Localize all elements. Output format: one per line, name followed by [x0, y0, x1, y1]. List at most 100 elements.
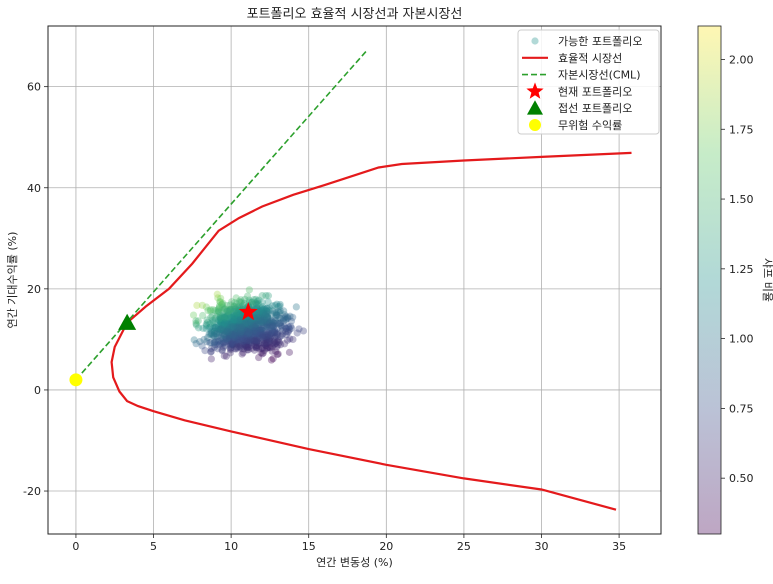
portfolio-point: [256, 325, 264, 333]
portfolio-point: [260, 332, 268, 340]
portfolio-point: [217, 320, 225, 329]
portfolio-point: [215, 308, 223, 316]
portfolio-point: [282, 324, 290, 332]
colorbar-tick-label: 0.75: [729, 402, 754, 415]
portfolio-point: [214, 306, 222, 314]
portfolio-point: [233, 325, 241, 333]
colorbar: 0.50 0.75 1.00 1.25 1.50 1.75 2.00 샤프 비율: [697, 25, 773, 535]
portfolio-point: [274, 337, 283, 345]
portfolio-point: [238, 326, 247, 334]
portfolio-point: [254, 314, 262, 322]
portfolio-point: [223, 312, 231, 320]
portfolio-point: [237, 298, 246, 306]
portfolio-point: [199, 324, 207, 332]
portfolio-point: [268, 326, 276, 334]
portfolio-point: [207, 348, 215, 356]
plot-frame: [47, 25, 662, 535]
portfolio-point: [232, 294, 240, 302]
portfolio-point: [233, 340, 241, 348]
portfolio-point: [244, 322, 252, 330]
portfolio-point: [226, 322, 234, 330]
portfolio-point: [233, 334, 241, 342]
portfolio-point: [230, 323, 238, 331]
portfolio-point: [236, 313, 245, 321]
portfolio-point: [284, 327, 293, 335]
portfolio-point: [249, 328, 257, 336]
portfolio-point: [218, 346, 226, 354]
portfolio-point: [254, 300, 262, 308]
portfolio-point: [241, 333, 250, 341]
portfolio-point: [262, 307, 270, 315]
portfolio-point: [238, 350, 246, 358]
y-tick-label: 20: [27, 283, 41, 296]
portfolio-point: [222, 352, 230, 360]
portfolio-point: [225, 332, 233, 340]
portfolio-point: [237, 332, 246, 341]
portfolio-point: [227, 313, 235, 322]
portfolio-point: [250, 346, 259, 354]
portfolio-point: [282, 330, 291, 339]
portfolio-point: [240, 323, 248, 332]
portfolio-point: [235, 306, 243, 314]
portfolio-point: [225, 322, 234, 331]
portfolio-point: [235, 310, 243, 319]
portfolio-point: [215, 326, 224, 334]
portfolio-point: [258, 332, 266, 340]
portfolio-point: [237, 327, 245, 335]
portfolio-point: [243, 333, 251, 341]
portfolio-point: [257, 318, 265, 326]
portfolio-point: [217, 313, 225, 321]
portfolio-point: [249, 300, 257, 308]
portfolio-point: [251, 326, 260, 334]
portfolio-point: [217, 319, 225, 327]
portfolio-point: [238, 321, 246, 329]
portfolio-point: [263, 313, 271, 321]
portfolio-point: [256, 329, 264, 337]
portfolio-point: [232, 324, 240, 332]
portfolio-point: [254, 308, 262, 316]
portfolio-point: [229, 340, 237, 349]
portfolio-point: [270, 328, 278, 337]
portfolio-point: [264, 313, 272, 321]
portfolio-point: [225, 328, 233, 336]
portfolio-point: [192, 319, 200, 328]
portfolio-point: [234, 323, 242, 332]
portfolio-point: [233, 319, 241, 327]
portfolio-point: [234, 335, 243, 343]
portfolio-point: [272, 348, 280, 356]
portfolio-point: [274, 311, 282, 319]
portfolio-point: [252, 329, 261, 337]
portfolio-point: [230, 322, 238, 330]
portfolio-point: [239, 337, 247, 345]
portfolio-point: [254, 317, 262, 325]
portfolio-point: [239, 323, 247, 331]
portfolio-point: [259, 305, 267, 313]
portfolio-point: [239, 323, 247, 332]
portfolio-point: [234, 320, 242, 329]
portfolio-point: [251, 334, 259, 342]
portfolio-point: [253, 297, 262, 305]
portfolio-point: [235, 328, 243, 337]
portfolio-point: [255, 326, 263, 334]
portfolio-point: [215, 305, 223, 313]
portfolio-point: [264, 321, 272, 329]
portfolio-point: [236, 298, 245, 307]
portfolio-point: [228, 329, 236, 337]
portfolio-point: [247, 338, 255, 346]
portfolio-point: [255, 334, 263, 342]
portfolio-point: [227, 329, 235, 337]
portfolio-point: [264, 314, 272, 323]
portfolio-point: [242, 342, 250, 350]
portfolio-point: [238, 330, 246, 338]
portfolio-point: [192, 340, 200, 348]
portfolio-point: [232, 325, 241, 333]
portfolio-point: [252, 321, 260, 329]
portfolio-point: [269, 317, 277, 325]
x-axis-ticks: 0 5 10 15 20 25 30 35: [72, 534, 626, 553]
portfolio-point: [224, 324, 232, 332]
portfolio-point: [196, 338, 204, 346]
portfolio-point: [276, 341, 285, 349]
legend-label: 가능한 포트폴리오: [558, 35, 642, 48]
portfolio-point: [265, 318, 274, 326]
portfolio-point: [281, 316, 290, 324]
